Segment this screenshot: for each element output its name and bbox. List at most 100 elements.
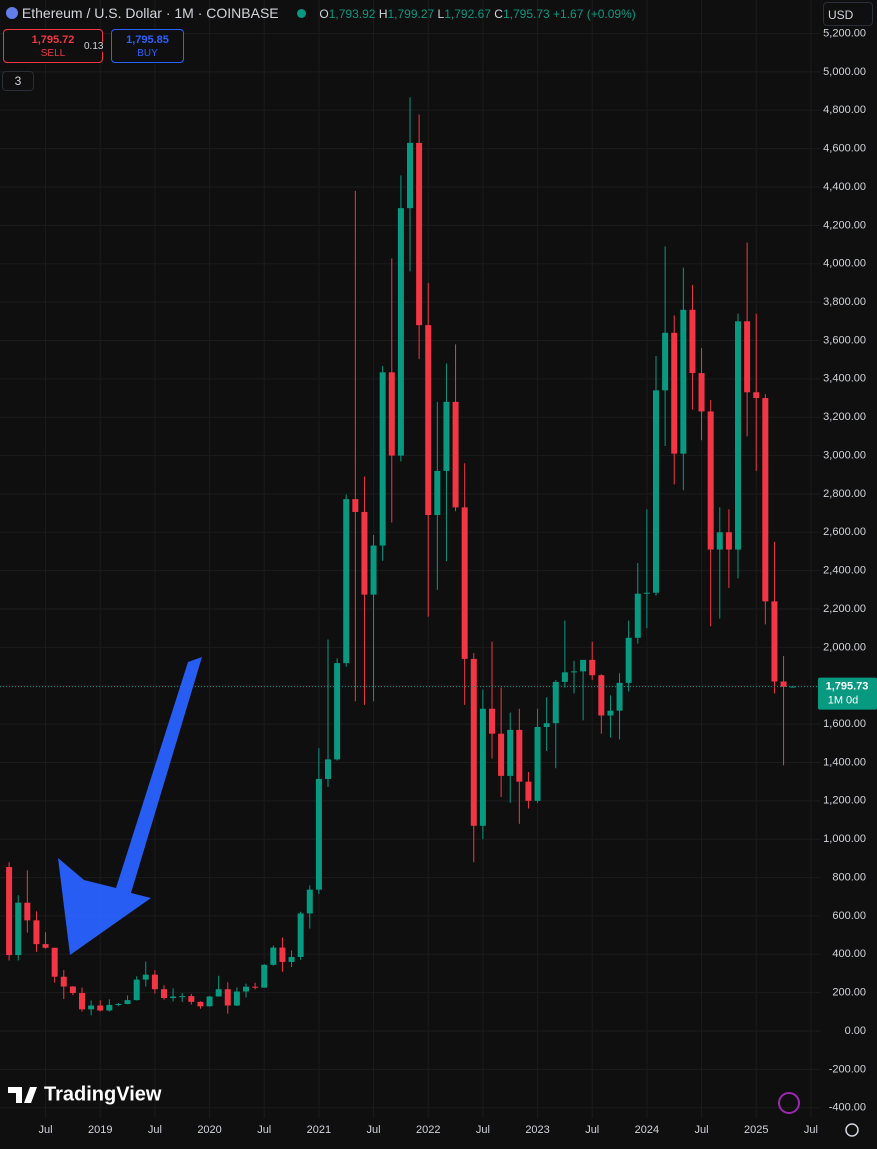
candle: [343, 494, 350, 667]
c-label: C: [494, 7, 503, 21]
body: [762, 398, 769, 602]
candle: [607, 695, 614, 738]
candle: [407, 97, 413, 272]
candle: [88, 1000, 95, 1016]
candle: [534, 708, 541, 803]
x-tick-label: Jul: [39, 1124, 53, 1136]
x-tick-label: Jul: [367, 1124, 381, 1136]
candle: [552, 679, 559, 769]
candle: [561, 620, 568, 688]
candle: [325, 639, 331, 787]
body: [88, 1005, 95, 1010]
candle: [625, 620, 632, 692]
body: [753, 392, 760, 399]
arrow-annotation: [58, 657, 202, 955]
indicators-toggle[interactable]: 3: [2, 71, 34, 91]
x-tick-label: 2025: [744, 1124, 768, 1136]
body: [306, 889, 313, 914]
body: [470, 658, 477, 826]
body: [361, 511, 368, 595]
y-tick-label: 1,000.00: [823, 833, 866, 845]
body: [671, 332, 678, 454]
candle: [662, 246, 669, 446]
y-tick-label: 3,000.00: [823, 449, 866, 461]
body: [288, 956, 295, 962]
body: [279, 947, 286, 962]
candle: [771, 541, 778, 694]
body: [142, 974, 149, 980]
body: [42, 944, 49, 948]
body: [124, 1000, 131, 1004]
legend: Ethereum / U.S. Dollar · 1M · COINBASE O…: [6, 5, 636, 21]
y-tick-label: 5,200.00: [823, 27, 866, 39]
assistant-icon[interactable]: [778, 1092, 800, 1114]
candle: [735, 313, 741, 579]
body: [352, 499, 359, 512]
candle: [416, 114, 423, 360]
body: [689, 309, 696, 374]
y-tick-label: 4,600.00: [823, 143, 866, 155]
body: [261, 964, 268, 988]
body: [60, 976, 67, 987]
candle: [543, 697, 550, 751]
body: [616, 682, 623, 711]
candle: [479, 689, 486, 840]
x-tick-label: 2024: [635, 1124, 659, 1136]
candle: [124, 995, 131, 1005]
y-tick-label: 0.00: [845, 1025, 866, 1037]
sell-price: 1,795.72: [31, 34, 75, 46]
candle: [243, 983, 249, 998]
candle: [306, 885, 313, 929]
candle: [188, 993, 195, 1005]
candle: [161, 985, 167, 1000]
candle: [361, 476, 368, 705]
body: [133, 979, 140, 1001]
buy-button[interactable]: 1,795.85 BUY: [111, 29, 184, 63]
body: [552, 681, 559, 724]
body: [425, 325, 432, 516]
y-tick-label: 3,800.00: [823, 296, 866, 308]
x-tick-label: Jul: [476, 1124, 490, 1136]
candle: [589, 641, 596, 680]
body: [388, 372, 395, 456]
body: [97, 1005, 104, 1011]
candle: [707, 399, 714, 627]
candle: [580, 659, 587, 721]
candle: [297, 911, 304, 960]
body: [270, 947, 277, 965]
candle: [51, 947, 58, 983]
body: [315, 778, 322, 890]
last-price-label: 1,795.73: [826, 680, 869, 692]
body: [33, 920, 40, 945]
body: [233, 991, 240, 1006]
market-status: [296, 9, 306, 18]
currency-select[interactable]: USD: [823, 2, 873, 26]
x-tick-label: 2022: [416, 1124, 440, 1136]
candle: [252, 982, 259, 990]
candle: [498, 687, 505, 798]
body: [24, 902, 31, 921]
body: [416, 142, 423, 326]
y-tick-label: 4,400.00: [823, 181, 866, 193]
o-value: 1,793.92: [328, 7, 376, 21]
body: [170, 996, 177, 999]
candle: [24, 870, 31, 933]
settings-icon[interactable]: [845, 1123, 859, 1137]
body: [379, 372, 386, 546]
candle: [489, 641, 495, 759]
candle: [443, 363, 450, 562]
y-tick-label: 5,000.00: [823, 66, 866, 78]
candle: [753, 313, 760, 471]
body: [188, 996, 195, 1002]
body: [598, 675, 605, 716]
x-tick-label: 2019: [88, 1124, 112, 1136]
y-tick-label: 2,800.00: [823, 488, 866, 500]
candle: [370, 534, 377, 702]
body: [507, 729, 514, 776]
x-tick-label: Jul: [257, 1124, 271, 1136]
body: [79, 993, 85, 1010]
candle: [115, 1003, 122, 1006]
body: [452, 401, 459, 508]
y-tick-label: 3,600.00: [823, 334, 866, 346]
candle: [352, 190, 359, 702]
